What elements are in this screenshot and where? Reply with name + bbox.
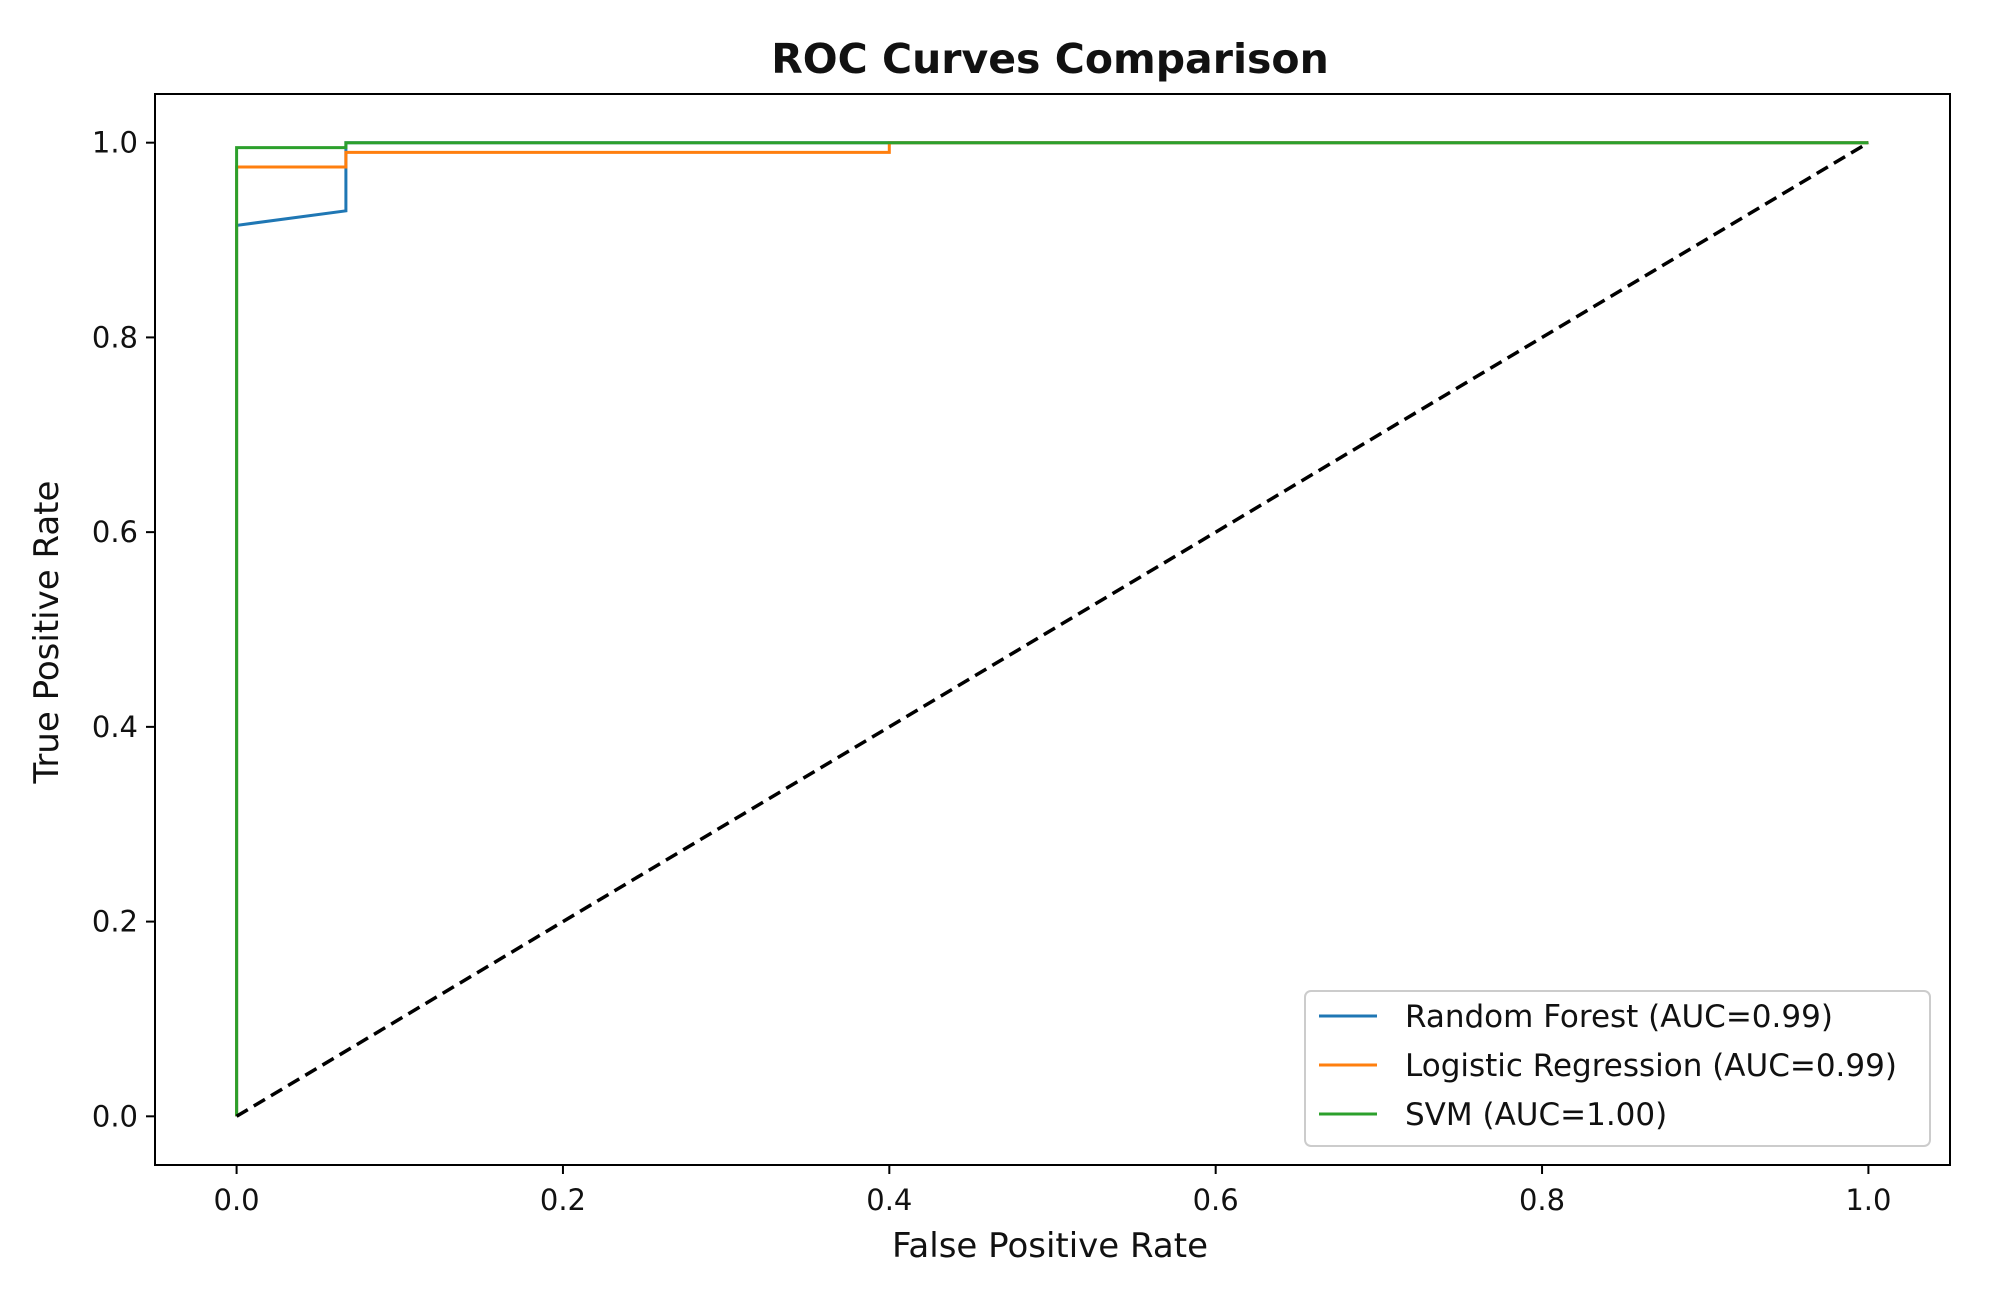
y-tick-label-4: 0.8: [92, 320, 138, 354]
y-tick-label-1: 0.2: [92, 905, 138, 939]
legend-label-1: Logistic Regression (AUC=0.99): [1405, 1048, 1897, 1084]
plot-area: 0.0 0.2 0.4 0.6 0.8 1.0 0.0 0.2 0.4 0.6 0.8 1.0: [92, 93, 1951, 1217]
y-tick-label-0: 0.0: [92, 1099, 138, 1133]
x-tick-label-2: 0.4: [866, 1183, 912, 1217]
plot-frame: [154, 93, 1951, 1166]
x-tick-label-5: 1.0: [1845, 1183, 1891, 1217]
legend-label-2: SVM (AUC=1.00): [1405, 1097, 1667, 1133]
legend-box: [1304, 990, 1931, 1147]
roc-curve-svm: [235, 141, 1869, 1117]
y-tick-label-3: 0.6: [92, 515, 138, 549]
x-tick-label-1: 0.2: [540, 1183, 586, 1217]
legend-label-0: Random Forest (AUC=0.99): [1405, 999, 1833, 1035]
chance-diagonal-line: [235, 141, 1870, 1118]
y-tick-label-2: 0.4: [92, 710, 138, 744]
y-tick-label-5: 1.0: [92, 126, 138, 160]
x-tick-label-4: 0.8: [1519, 1183, 1565, 1217]
chart-title: ROC Curves Comparison: [771, 35, 1329, 83]
x-tick-label-3: 0.6: [1193, 1183, 1239, 1217]
x-tick-label-0: 0.0: [214, 1183, 260, 1217]
x-axis-label: False Positive Rate: [892, 1226, 1208, 1266]
legend: Random Forest (AUC=0.99) Logistic Regress…: [1304, 990, 1931, 1147]
y-axis-label: True Positive Rate: [27, 481, 67, 785]
